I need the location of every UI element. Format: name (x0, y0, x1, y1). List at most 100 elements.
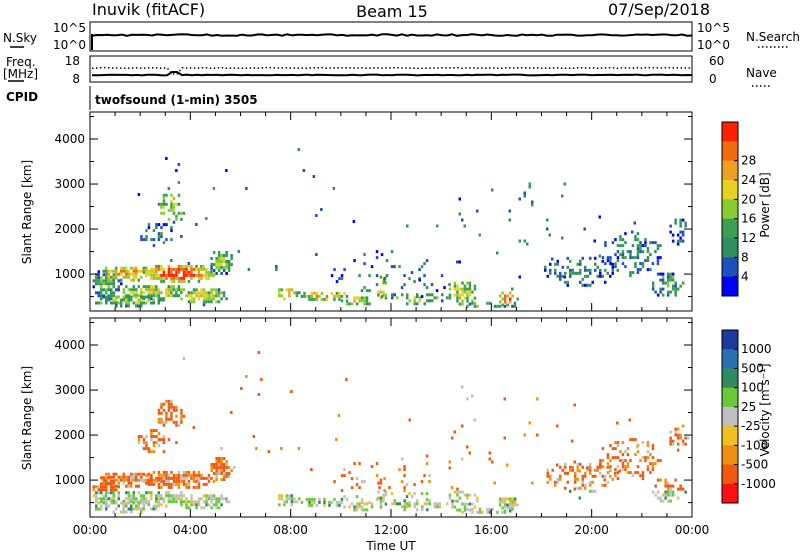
heatmap-cell (132, 294, 136, 298)
heatmap-cell (215, 478, 218, 481)
heatmap-cell (120, 301, 123, 305)
heatmap-cell (426, 508, 429, 512)
heatmap-cell (180, 408, 183, 412)
heatmap-cell (478, 510, 482, 514)
heatmap-cell (631, 256, 635, 260)
heatmap-cell (275, 265, 278, 268)
heatmap-cell (498, 300, 502, 304)
heatmap-cell (137, 301, 140, 305)
heatmap-cell (586, 274, 589, 278)
heatmap-cell (604, 474, 607, 478)
heatmap-cell (420, 480, 424, 484)
heatmap-cell (468, 293, 472, 297)
heatmap-cell (516, 297, 519, 301)
heatmap-cell (112, 481, 115, 485)
heatmap-cell (252, 435, 256, 438)
heatmap-cell (195, 500, 198, 504)
heatmap-cell (215, 263, 218, 266)
heatmap-cell (157, 417, 161, 421)
heatmap-cell (162, 276, 166, 280)
nsearch-tick-top: 10^5 (697, 21, 730, 35)
heatmap-cell (100, 282, 103, 286)
heatmap-cell (636, 445, 639, 449)
heatmap-cell (400, 286, 404, 290)
heatmap-cell (554, 268, 557, 272)
heatmap-cell (160, 402, 163, 406)
heatmap-cell (137, 438, 141, 442)
heatmap-cell (132, 291, 136, 295)
heatmap-cell (463, 505, 467, 509)
heatmap-cell (601, 474, 604, 478)
heatmap-cell (97, 294, 100, 298)
heatmap-cell (345, 294, 349, 298)
heatmap-cell (461, 290, 464, 294)
heatmap-cell (661, 278, 665, 282)
heatmap-cell (616, 259, 620, 263)
heatmap-cell (686, 436, 690, 440)
heatmap-cell (150, 285, 153, 289)
heatmap-cell (215, 257, 218, 260)
heatmap-cell (185, 503, 188, 507)
nsky-series (91, 33, 693, 37)
colorbar-segment (722, 141, 738, 162)
heatmap-cell (212, 494, 216, 498)
heatmap-cell (155, 273, 158, 277)
heatmap-cell (379, 478, 383, 482)
heatmap-cell (182, 473, 186, 477)
heatmap-cell (671, 233, 675, 237)
heatmap-cell (416, 502, 419, 506)
heatmap-cell (225, 497, 228, 501)
heatmap-cell (669, 499, 672, 503)
heatmap-cell (177, 285, 181, 289)
heatmap-cell (175, 500, 178, 504)
heatmap-cell (614, 474, 617, 478)
heatmap-cell (594, 474, 597, 478)
heatmap-cell (616, 256, 620, 260)
heatmap-cell (120, 272, 123, 276)
heatmap-cell (491, 507, 494, 511)
heatmap-cell (549, 262, 552, 266)
heatmap-cell (155, 226, 158, 230)
heatmap-cell (606, 453, 610, 457)
heatmap-cell (606, 456, 610, 460)
heatmap-cell (303, 291, 306, 295)
heatmap-cell (142, 494, 146, 498)
heatmap-cell (614, 468, 617, 472)
beam-title: Beam 15 (356, 2, 428, 21)
heatmap-cell (629, 438, 632, 442)
heatmap-cell (428, 293, 431, 297)
heatmap-cell (649, 241, 652, 245)
heatmap-cell (140, 288, 143, 292)
heatmap-cell (192, 479, 196, 483)
heatmap-cell (182, 273, 186, 277)
heatmap-cell (125, 266, 128, 270)
heatmap-cell (345, 378, 348, 381)
heatmap-cell (130, 298, 133, 302)
heatmap-cell (105, 282, 108, 286)
x-tick-label: 08:00 (273, 523, 308, 537)
heatmap-cell (566, 265, 569, 269)
heatmap-cell (569, 268, 572, 272)
heatmap-cell (97, 276, 100, 280)
heatmap-cell (456, 293, 459, 297)
heatmap-cell (110, 475, 113, 479)
heatmap-cell (471, 394, 474, 398)
heatmap-cell (466, 496, 469, 500)
heatmap-cell (192, 291, 196, 295)
nave-label: Nave (746, 66, 777, 80)
heatmap-cell (132, 507, 135, 511)
heatmap-cell (190, 273, 193, 277)
heatmap-cell (278, 294, 281, 298)
heatmap-cell (436, 296, 439, 300)
heatmap-cell (145, 270, 148, 274)
colorbar-tick-label: 20 (741, 192, 756, 206)
heatmap-cell (641, 477, 645, 481)
heatmap-cell (170, 476, 173, 480)
heatmap-cell (603, 478, 606, 482)
heatmap-cell (297, 447, 301, 450)
heatmap-cell (97, 291, 100, 295)
heatmap-cell (410, 271, 414, 275)
heatmap-cell (379, 481, 383, 485)
heatmap-cell (220, 494, 223, 498)
heatmap-cell (150, 476, 153, 480)
